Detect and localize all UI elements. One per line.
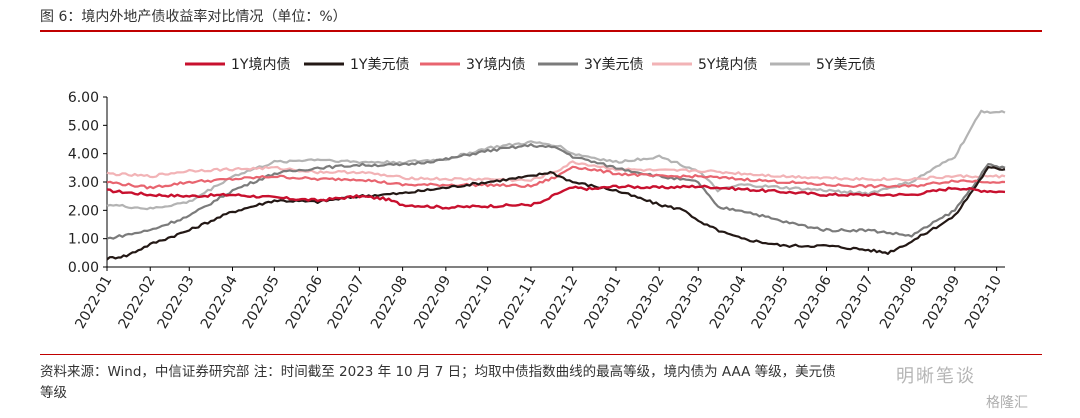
- x-tick-label: 2023-02: [625, 273, 668, 332]
- x-tick-label: 2023-07: [834, 273, 877, 332]
- y-tick-label: 6.00: [68, 90, 99, 106]
- y-tick-label: 3.00: [68, 175, 99, 191]
- series-line-3: [106, 143, 1006, 240]
- y-tick-label: 4.00: [68, 147, 99, 163]
- x-tick-label: 2022-03: [155, 273, 198, 332]
- x-tick-label: 2022-08: [368, 273, 411, 332]
- source-line-1: 资料来源：Wind，中信证券研究部 注：时间截至 2023 年 10 月 7 日…: [40, 364, 836, 380]
- source-divider: [40, 354, 1042, 355]
- title-divider: [40, 30, 1042, 32]
- y-tick-label: 2.00: [68, 203, 99, 219]
- y-tick-label: 0.00: [68, 260, 99, 276]
- figure-title: 图 6：境内外地产债收益率对比情况（单位：%）: [40, 9, 347, 25]
- series-line-4: [106, 160, 1006, 183]
- x-tick-label: 2022-05: [240, 273, 283, 332]
- series-line-1: [106, 166, 1006, 261]
- x-tick-label: 2023-05: [749, 273, 792, 332]
- chart-legend: 1Y境内债 1Y美元债 3Y境内债 3Y美元债 5Y境内债 5Y美元债: [185, 57, 875, 73]
- x-tick-label: 2022-04: [198, 273, 241, 332]
- source-note: 资料来源：Wind，中信证券研究部 注：时间截至 2023 年 10 月 7 日…: [40, 362, 1040, 404]
- x-tick-label: 2023-08: [877, 273, 920, 332]
- y-tick-labels: 0.00 1.00 2.00 3.00 4.00 5.00 6.00: [68, 90, 99, 276]
- x-tick-label: 2022-11: [496, 273, 539, 332]
- x-tick-label: 2023-06: [792, 273, 835, 332]
- x-tick-label: 2022-07: [325, 273, 368, 332]
- series-line-0: [106, 184, 1006, 210]
- x-tick-label: 2023-04: [707, 273, 750, 332]
- x-tick-label: 2022-12: [538, 273, 581, 332]
- watermark: 明晰笔谈: [896, 366, 976, 387]
- legend-label: 3Y美元债: [584, 57, 643, 73]
- x-tick-label: 2023-01: [581, 273, 624, 332]
- legend-label: 1Y美元债: [350, 57, 409, 73]
- y-tick-label: 1.00: [68, 232, 99, 248]
- series-line-2: [106, 165, 1006, 190]
- x-tick-label: 2022-09: [411, 273, 454, 332]
- x-tick-label: 2023-09: [920, 273, 963, 332]
- chart-axes: [103, 96, 1005, 271]
- series-lines: [106, 109, 1006, 261]
- x-tick-label: 2022-01: [72, 273, 115, 332]
- line-chart: 1Y境内债 1Y美元债 3Y境内债 3Y美元债 5Y境内债 5Y美元债 0.00 1.00 2…: [68, 57, 1006, 332]
- source-line-2: 等级: [40, 385, 67, 401]
- x-tick-label: 2023-03: [664, 273, 707, 332]
- watermark-2: 格隆汇: [986, 395, 1028, 411]
- x-tick-label: 2022-06: [283, 273, 326, 332]
- legend-label: 5Y境内债: [698, 57, 757, 73]
- legend-label: 3Y境内债: [466, 57, 525, 73]
- legend-label: 1Y境内债: [231, 57, 290, 73]
- x-tick-label: 2023-10: [962, 273, 1005, 332]
- legend-label: 5Y美元债: [816, 57, 875, 73]
- y-tick-label: 5.00: [68, 118, 99, 134]
- x-tick-label: 2022-10: [453, 273, 496, 332]
- x-tick-label: 2022-02: [116, 273, 159, 332]
